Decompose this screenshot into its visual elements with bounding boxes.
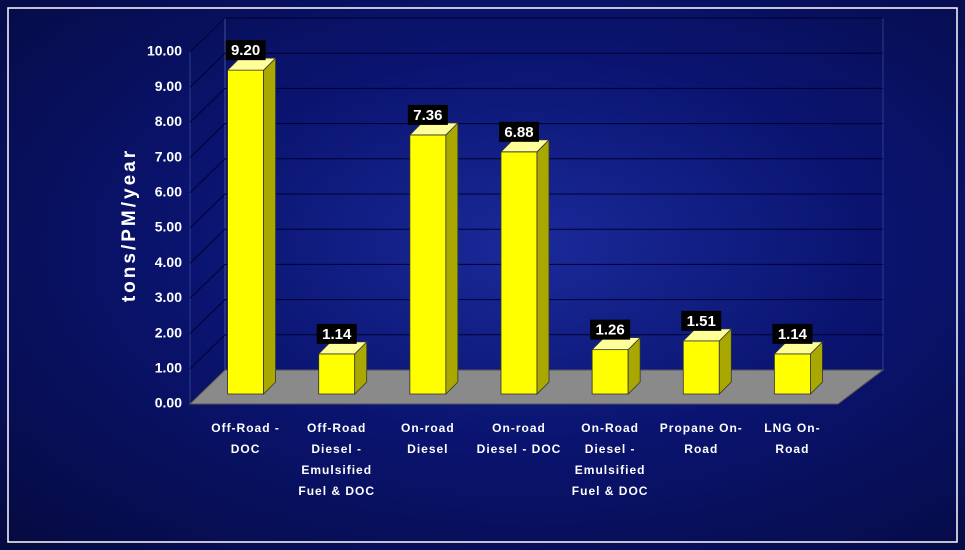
x-tick-label: On-Road Diesel - Emulsified Fuel & DOC: [571, 421, 649, 498]
bar: [318, 353, 356, 395]
y-tick-label: 10.00: [147, 43, 182, 59]
bar-side: [445, 121, 459, 395]
grid-line: [189, 158, 883, 194]
x-tick-label: On-road Diesel - DOC: [476, 421, 562, 456]
bar: [227, 69, 264, 395]
x-tick-label: LNG On-Road: [764, 421, 821, 456]
y-tick-label: 3.00: [155, 289, 182, 305]
value-label-bg: [499, 121, 539, 142]
y-tick-label: 0.00: [155, 395, 182, 411]
x-tick-label: Off-Road Diesel - Emulsified Fuel & DOC: [298, 421, 376, 498]
grid-line: [189, 299, 883, 334]
value-label: 1.26: [596, 322, 625, 339]
x-tick-label: Propane On-Road: [659, 421, 743, 456]
y-tick-label: 4.00: [155, 254, 182, 270]
bar: [500, 151, 538, 395]
value-label: 1.14: [322, 326, 352, 343]
x-tick-label: Off-Road - DOC: [211, 421, 280, 456]
grid-line: [189, 263, 883, 299]
y-tick-label: 2.00: [155, 324, 182, 340]
value-label-bg: [316, 323, 357, 344]
bar-top: [591, 337, 642, 351]
bar-top: [773, 341, 824, 355]
grid-line: [189, 334, 883, 370]
value-label: 6.88: [504, 124, 533, 141]
grid-line: [189, 228, 883, 264]
value-label: 9.20: [231, 42, 260, 59]
value-label-bg: [772, 323, 813, 344]
bar-top: [317, 341, 368, 355]
value-label-bg: [225, 40, 266, 61]
value-label: 1.51: [687, 313, 716, 330]
bar-top: [500, 139, 550, 153]
grid-line: [189, 87, 883, 123]
value-label: 7.36: [413, 107, 442, 124]
grid-line: [189, 123, 883, 158]
bar-side: [536, 138, 550, 395]
y-tick-label: 6.00: [155, 184, 182, 200]
value-label: 1.14: [778, 326, 808, 343]
y-axis-label: tons/PM/year: [119, 148, 140, 302]
value-label-bg: [590, 319, 631, 340]
x-tick-label: On-road Diesel: [401, 421, 455, 456]
grid-line: [189, 193, 883, 229]
frame: [7, 7, 958, 543]
value-label-bg: [681, 310, 722, 331]
bar-top: [226, 57, 277, 71]
grid-line: [189, 52, 883, 88]
y-tick-label: 9.00: [155, 78, 182, 94]
y-tick-label: 8.00: [155, 113, 182, 129]
y-tick-label: 7.00: [155, 148, 182, 164]
bar: [682, 340, 720, 395]
bar-top: [682, 328, 733, 342]
bar: [409, 134, 447, 395]
y-tick-label: 5.00: [155, 219, 182, 235]
bar: [591, 349, 629, 395]
bar: [774, 353, 811, 395]
grid-line: [189, 17, 883, 53]
bar-side: [263, 57, 276, 395]
bar-top: [408, 122, 459, 136]
value-label-bg: [407, 104, 448, 125]
y-tick-label: 1.00: [155, 360, 182, 376]
